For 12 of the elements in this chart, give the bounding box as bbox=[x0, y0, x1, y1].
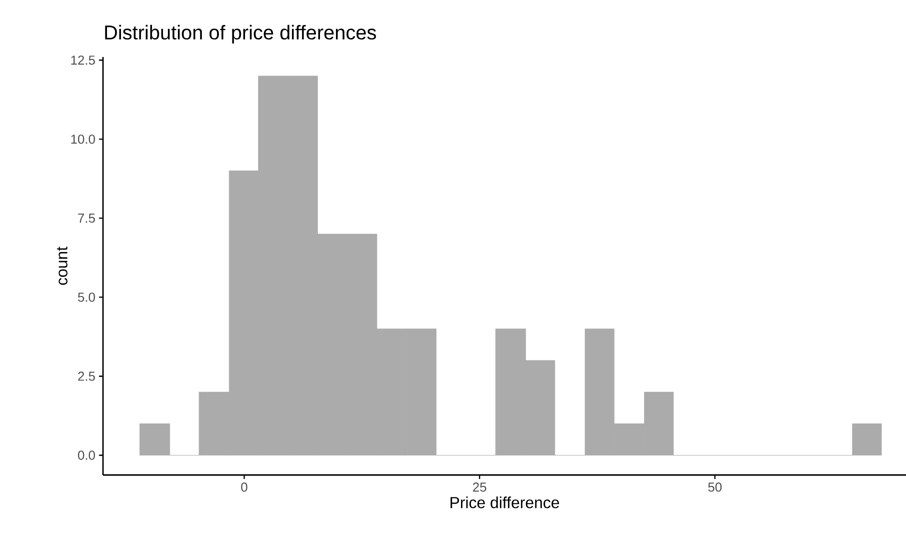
x-tick-label: 50 bbox=[708, 482, 722, 492]
y-axis-title: count bbox=[56, 246, 68, 285]
x-axis-title: Price difference bbox=[450, 496, 560, 508]
y-tick-label: 12.5 bbox=[71, 56, 95, 65]
y-tick-label: 10.0 bbox=[71, 134, 95, 144]
y-tick-label: 5.0 bbox=[78, 292, 95, 302]
y-tick-label: 2.5 bbox=[78, 372, 95, 381]
y-tick-label: 7.5 bbox=[78, 214, 95, 223]
chart-title: Distribution of price differences bbox=[105, 24, 376, 44]
y-tick-label: 0.0 bbox=[78, 450, 95, 460]
x-tick-label: 25 bbox=[473, 482, 486, 492]
x-tick-label: 0 bbox=[241, 482, 248, 492]
